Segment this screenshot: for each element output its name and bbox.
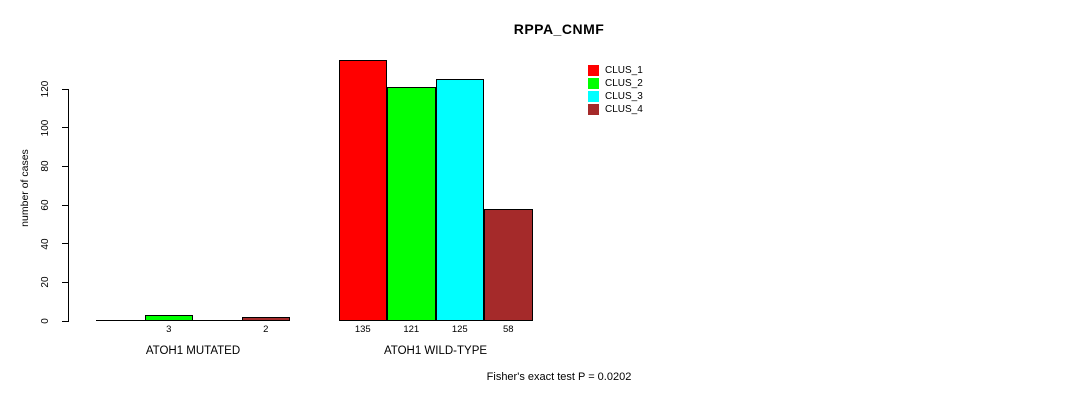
bar — [484, 209, 533, 321]
y-tick — [62, 165, 68, 167]
legend-item: CLUS_3 — [588, 90, 643, 103]
legend-swatch — [588, 91, 599, 102]
y-tick-label: 60 — [40, 199, 51, 211]
footnote: Fisher's exact test P = 0.0202 — [486, 371, 632, 383]
bar-value-label: 3 — [166, 324, 172, 335]
legend-swatch — [588, 78, 599, 89]
y-axis-line — [68, 89, 69, 322]
bar-value-label: 135 — [354, 324, 371, 335]
legend-swatch — [588, 104, 599, 115]
bar — [338, 60, 387, 321]
bar-value-label: 121 — [403, 324, 420, 335]
legend-item-label: CLUS_2 — [605, 78, 643, 89]
y-tick-label: 40 — [40, 238, 51, 250]
y-tick — [62, 243, 68, 245]
x-group-label: ATOH1 MUTATED — [145, 345, 241, 357]
x-group-label: ATOH1 WILD-TYPE — [383, 345, 488, 357]
legend-item: CLUS_1 — [588, 64, 643, 77]
zero-height-bar — [193, 320, 242, 321]
bar-value-label: 58 — [502, 324, 514, 335]
y-axis-title: number of cases — [19, 149, 31, 227]
zero-height-bar — [96, 320, 145, 321]
bar-value-label: 125 — [451, 324, 468, 335]
bar — [435, 79, 484, 321]
bar — [144, 315, 193, 321]
legend: CLUS_1 CLUS_2 CLUS_3 CLUS_4 — [588, 64, 643, 116]
bar-value-label: 2 — [263, 324, 269, 335]
y-tick — [62, 281, 68, 283]
y-tick — [62, 204, 68, 206]
y-tick — [62, 88, 68, 90]
y-tick-label: 120 — [40, 80, 51, 98]
y-tick — [62, 127, 68, 129]
legend-item-label: CLUS_1 — [605, 65, 643, 76]
y-tick-label: 80 — [40, 160, 51, 172]
y-tick-label: 0 — [40, 318, 51, 324]
legend-item-label: CLUS_4 — [605, 104, 643, 115]
legend-item-label: CLUS_3 — [605, 91, 643, 102]
bar — [387, 87, 436, 321]
y-tick — [62, 320, 68, 322]
bar — [241, 317, 290, 321]
legend-item: CLUS_4 — [588, 103, 643, 116]
legend-swatch — [588, 65, 599, 76]
legend-item: CLUS_2 — [588, 77, 643, 90]
chart-title: RPPA_CNMF — [513, 21, 605, 37]
y-tick-label: 20 — [40, 276, 51, 288]
y-tick-label: 100 — [40, 119, 51, 136]
